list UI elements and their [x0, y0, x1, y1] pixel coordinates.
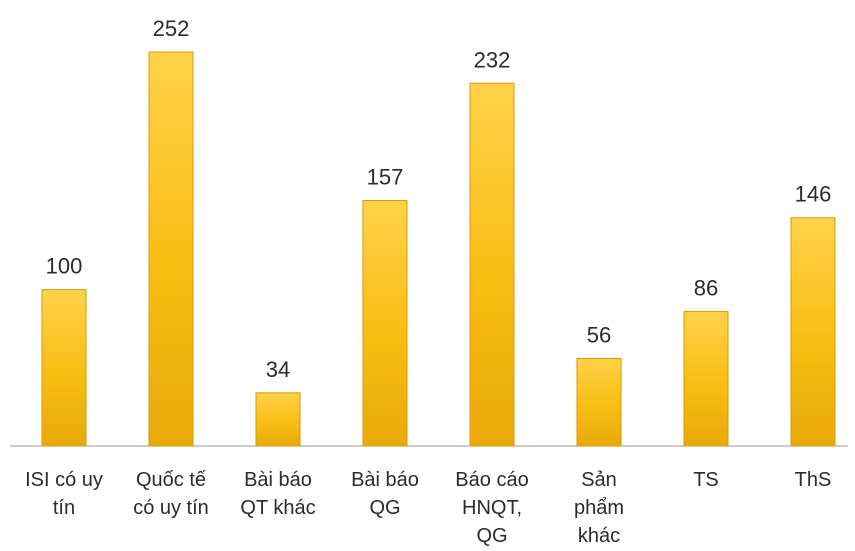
value-label-1: 252	[153, 16, 190, 41]
bar-1	[148, 51, 194, 447]
bar-7	[790, 217, 836, 447]
bar-0	[41, 289, 87, 447]
bar-5	[576, 357, 622, 447]
category-label-0-line-0: ISI có uy	[25, 469, 103, 491]
category-label-4: Báo cáo HNQT, QG	[455, 469, 528, 547]
category-label-2-line-1: QT khác	[240, 497, 315, 519]
value-label-6: 86	[694, 276, 718, 301]
bar-6	[683, 311, 729, 447]
category-label-1: Quốc tế có uy tín	[133, 469, 209, 519]
category-label-2: Bài báo QT khác	[240, 469, 315, 519]
value-label-7: 146	[795, 182, 832, 207]
category-label-0-line-1: tín	[53, 497, 75, 519]
value-label-0: 100	[46, 254, 83, 279]
category-label-3-line-1: QG	[369, 497, 400, 519]
value-label-5: 56	[587, 322, 611, 347]
bar-2	[255, 392, 301, 447]
category-label-6-line-0: TS	[693, 469, 719, 491]
category-label-6: TS	[693, 469, 719, 491]
category-label-5-line-0: Sản	[581, 469, 617, 491]
category-label-5-line-1: phẩm	[574, 497, 624, 519]
category-label-0: ISI có uy tín	[25, 469, 103, 519]
category-label-4-line-2: QG	[476, 525, 507, 547]
category-label-7-line-0: ThS	[795, 469, 832, 491]
category-label-5: Sản phẩm khác	[574, 469, 624, 547]
category-label-3: Bài báo QG	[351, 469, 419, 519]
category-label-1-line-0: Quốc tế	[136, 469, 206, 491]
category-label-5-line-2: khác	[578, 525, 620, 547]
bar-3	[362, 200, 408, 447]
value-label-2: 34	[266, 357, 290, 382]
category-label-7: ThS	[795, 469, 832, 491]
value-label-3: 157	[367, 165, 404, 190]
category-label-4-line-0: Báo cáo	[455, 469, 528, 491]
value-label-4: 232	[474, 47, 511, 72]
category-label-4-line-1: HNQT,	[462, 497, 522, 519]
category-label-2-line-0: Bài báo	[244, 469, 312, 491]
bar-4	[469, 82, 515, 447]
category-label-1-line-1: có uy tín	[133, 497, 209, 519]
category-label-3-line-0: Bài báo	[351, 469, 419, 491]
